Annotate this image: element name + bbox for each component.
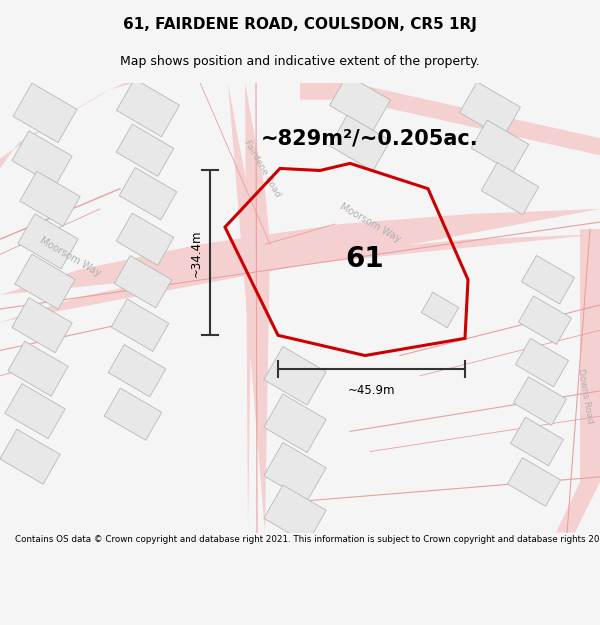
Bar [15,254,75,309]
Polygon shape [0,209,600,322]
Bar [116,124,174,176]
Bar [114,256,172,308]
Bar [104,388,162,441]
Polygon shape [228,82,270,532]
Bar [116,79,179,137]
Bar [460,82,520,138]
Bar [514,377,566,425]
Polygon shape [300,82,600,155]
Text: Contains OS data © Crown copyright and database right 2021. This information is : Contains OS data © Crown copyright and d… [15,535,600,544]
Bar [111,299,169,351]
Text: Downs Road: Downs Road [576,368,594,424]
Bar [13,83,77,142]
Bar [12,298,72,352]
Bar [329,75,391,131]
Text: 61: 61 [346,246,385,274]
Bar [421,292,459,328]
Bar [481,162,539,215]
Bar [518,296,572,344]
Bar [508,458,560,506]
Text: Fairdene Road: Fairdene Road [242,138,282,199]
Text: ~45.9m: ~45.9m [348,384,395,398]
Polygon shape [0,82,135,169]
Bar [511,418,563,466]
Bar [0,429,60,484]
Text: ~829m²/~0.205ac.: ~829m²/~0.205ac. [261,128,479,148]
Bar [264,485,326,544]
Bar [20,171,80,226]
Bar [264,394,326,452]
Text: Map shows position and indicative extent of the property.: Map shows position and indicative extent… [120,56,480,68]
Bar [119,168,177,220]
Bar [116,213,174,266]
Text: Moorsom Way: Moorsom Way [38,235,102,278]
Bar [471,120,529,172]
Bar [18,214,78,269]
Bar [8,341,68,396]
Bar [12,131,72,186]
Text: ~34.4m: ~34.4m [190,229,203,277]
Bar [264,442,326,501]
Bar [329,115,391,171]
Bar [521,256,575,304]
Text: 61, FAIRDENE ROAD, COULSDON, CR5 1RJ: 61, FAIRDENE ROAD, COULSDON, CR5 1RJ [123,18,477,32]
Polygon shape [555,229,600,532]
Bar [515,338,569,387]
Text: Moorsom Way: Moorsom Way [338,202,402,244]
Bar [264,346,326,405]
Bar [108,344,166,397]
Bar [5,384,65,439]
